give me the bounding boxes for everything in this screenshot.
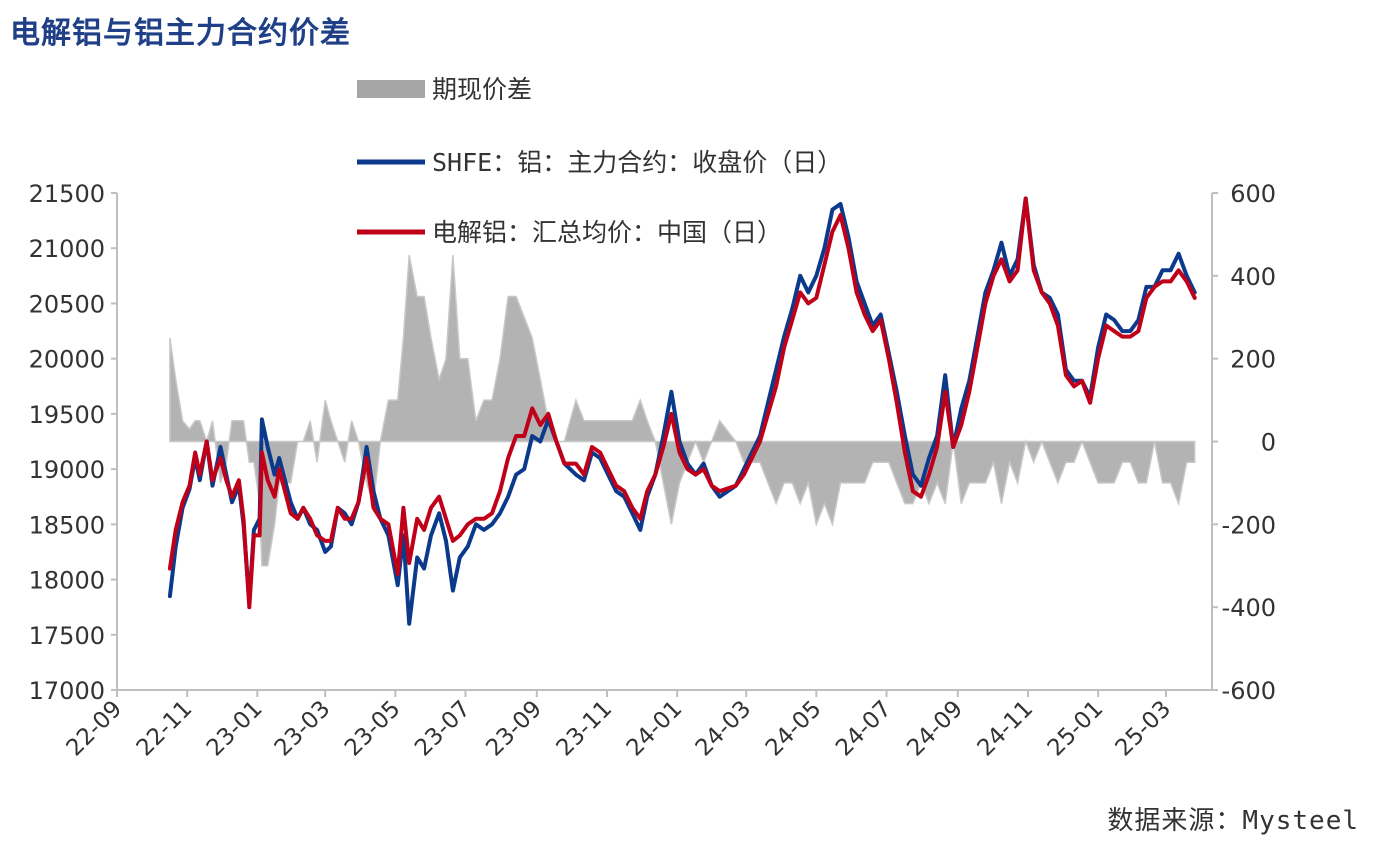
x-tick-label: 24-05 bbox=[761, 696, 827, 762]
price-lines bbox=[167, 196, 1197, 626]
x-tick-label: 24-07 bbox=[831, 696, 897, 762]
x-tick-label: 24-03 bbox=[691, 696, 757, 762]
left-tick-label: 19000 bbox=[29, 456, 105, 484]
right-tick-label: -600 bbox=[1222, 677, 1276, 705]
x-tick-label: 23-05 bbox=[340, 696, 406, 762]
x-tick-label: 22-09 bbox=[62, 696, 128, 762]
left-tick-label: 21500 bbox=[29, 180, 105, 208]
chart-svg: 期现价差 SHFE：铝：主力合约：收盘价（日） 电解铝：汇总均价：中国（日） 170… bbox=[29, 75, 1276, 762]
legend-label: 电解铝：汇总均价：中国（日） bbox=[432, 218, 782, 247]
left-tick-label: 17500 bbox=[29, 622, 105, 650]
x-tick-label: 23-09 bbox=[481, 696, 547, 762]
x-tick-label: 23-01 bbox=[202, 696, 268, 762]
legend-label: 期现价差 bbox=[432, 75, 532, 104]
right-tick-label: 200 bbox=[1230, 346, 1276, 374]
right-tick-label: -400 bbox=[1222, 594, 1276, 622]
x-tick-label: 25-03 bbox=[1111, 696, 1177, 762]
right-tick-label: 400 bbox=[1230, 263, 1276, 291]
x-tick-label: 24-11 bbox=[973, 696, 1039, 762]
x-tick-label: 25-01 bbox=[1043, 696, 1109, 762]
legend: 期现价差 SHFE：铝：主力合约：收盘价（日） 电解铝：汇总均价：中国（日） bbox=[357, 75, 842, 247]
left-tick-label: 20000 bbox=[29, 346, 105, 374]
left-tick-label: 21000 bbox=[29, 235, 105, 263]
left-tick-label: 18500 bbox=[29, 511, 105, 539]
left-tick-label: 19500 bbox=[29, 401, 105, 429]
source-note: 数据来源：Mysteel bbox=[1107, 806, 1359, 836]
x-tick-label: 23-03 bbox=[270, 696, 336, 762]
x-tick-label: 24-09 bbox=[902, 696, 968, 762]
x-tick-label: 23-11 bbox=[552, 696, 618, 762]
left-tick-label: 18000 bbox=[29, 567, 105, 595]
spread-area-layer bbox=[169, 254, 1196, 567]
left-tick-label: 17000 bbox=[29, 677, 105, 705]
chart-title: 电解铝与铝主力合约价差 bbox=[10, 16, 351, 51]
right-tick-label: -200 bbox=[1222, 511, 1276, 539]
x-tick-label: 23-07 bbox=[410, 696, 476, 762]
legend-label: SHFE：铝：主力合约：收盘价（日） bbox=[432, 148, 842, 177]
spot-avg-line bbox=[167, 196, 1197, 610]
x-tick-label: 22-11 bbox=[132, 696, 198, 762]
left-tick-label: 20500 bbox=[29, 290, 105, 318]
right-tick-label: 0 bbox=[1261, 429, 1276, 457]
spread-area bbox=[169, 254, 1196, 567]
x-tick-label: 24-01 bbox=[622, 696, 688, 762]
right-tick-label: 600 bbox=[1230, 180, 1276, 208]
legend-swatch-area bbox=[357, 80, 425, 98]
